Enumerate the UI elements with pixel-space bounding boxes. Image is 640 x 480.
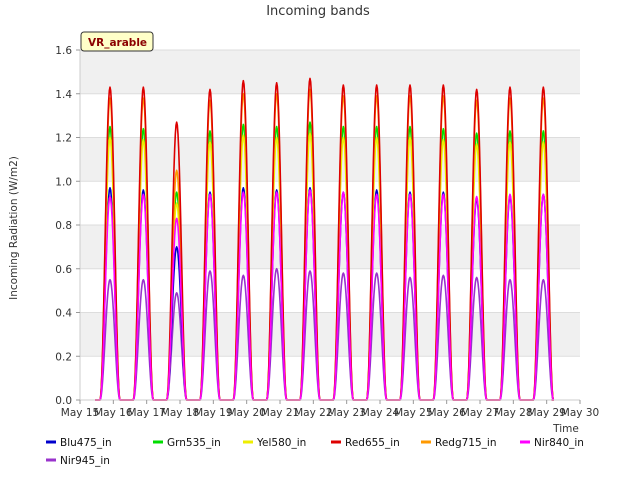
y-tick-label: 0.8 xyxy=(55,220,72,232)
y-tick-label: 1.6 xyxy=(55,45,72,57)
badge: VR_arable xyxy=(80,31,154,52)
x-tick-label: May 30 xyxy=(561,407,599,419)
x-tick-label: May 18 xyxy=(161,407,199,419)
y-axis-label: Incoming Radiation (W/m2) xyxy=(8,156,20,300)
x-tick-label: May 27 xyxy=(461,407,499,419)
y-tick-label: 0.6 xyxy=(55,264,72,276)
x-tick-label: May 16 xyxy=(94,407,133,419)
x-tick-label: May 19 xyxy=(194,407,232,419)
x-tick-label: May 26 xyxy=(427,407,466,419)
y-tick-label: 0.2 xyxy=(55,351,72,363)
y-tick-label: 0.0 xyxy=(55,395,72,407)
grid-lines xyxy=(80,49,580,401)
legend-label: Grn535_in xyxy=(167,437,221,449)
legend-label: Blu475_in xyxy=(60,437,112,449)
x-tick-label: May 28 xyxy=(494,407,532,419)
plot-band xyxy=(80,225,580,269)
x-tick-label: May 21 xyxy=(261,407,299,419)
x-tick-label: May 15 xyxy=(61,407,99,419)
chart-title: Incoming bands xyxy=(266,4,370,19)
x-tick-label: May 24 xyxy=(361,407,400,419)
legend-label: Yel580_in xyxy=(256,437,306,449)
legend-label: Red655_in xyxy=(345,437,400,449)
y-tick-label: 1.4 xyxy=(55,89,72,101)
plot-band xyxy=(80,312,580,357)
y-tick-label: 0.4 xyxy=(55,308,72,320)
plot-band xyxy=(80,137,580,182)
x-tick-label: May 25 xyxy=(394,407,432,419)
x-tick-label: May 29 xyxy=(527,407,565,419)
legend: Blu475_in Grn535_in Yel580_in Red655_in Redg… xyxy=(46,437,584,467)
x-tick-label: May 23 xyxy=(327,407,365,419)
y-tick-label: 1.0 xyxy=(55,176,72,188)
y-tick-label: 1.2 xyxy=(55,133,72,145)
legend-label: Redg715_in xyxy=(435,437,496,449)
badge-text: VR_arable xyxy=(88,37,147,49)
legend-label: Nir840_in xyxy=(534,437,584,449)
x-tick-label: May 22 xyxy=(294,407,332,419)
x-tick-label: May 17 xyxy=(127,407,165,419)
x-axis-label: Time xyxy=(552,423,579,435)
x-tick-label: May 20 xyxy=(227,407,265,419)
plot-band xyxy=(80,50,580,94)
legend-label: Nir945_in xyxy=(60,455,110,467)
